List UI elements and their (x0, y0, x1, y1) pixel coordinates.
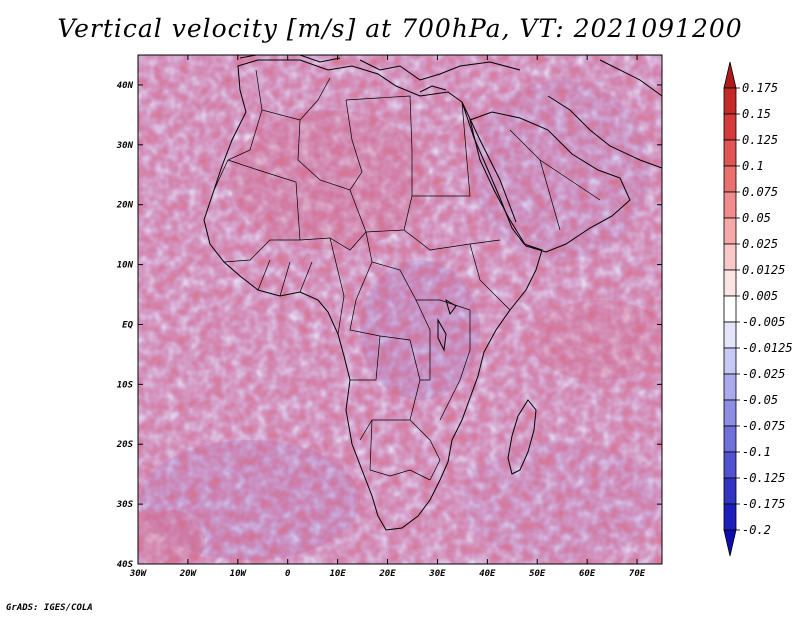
map-title: Vertical velocity [m/s] at 700hPa, VT: 2… (57, 14, 743, 43)
colorbar-label: 0.0125 (742, 263, 785, 277)
colorbar-label: 0.005 (742, 289, 778, 303)
colorbar-swatch (723, 425, 737, 453)
colorbar-swatch (723, 87, 737, 115)
lon-tick-label: 70E (629, 569, 646, 579)
lat-tick-label: 10S (117, 380, 134, 390)
colorbar-label: -0.175 (742, 497, 785, 511)
axis-ticks: 30W 20W 10W 0 10E 20E 30E 40E 50E 60E 70E 40N 30N 20N… (116, 55, 662, 579)
colorbar-swatch (723, 347, 737, 375)
lon-tick-label: 30E (428, 569, 446, 579)
colorbar-label: 0.125 (742, 133, 778, 147)
colorbar-label: 0.075 (742, 185, 778, 199)
lon-tick-label: 30W (129, 569, 148, 579)
colorbar-label: -0.05 (742, 393, 778, 407)
colorbar-label: -0.025 (742, 367, 785, 381)
colorbar-swatch (723, 217, 737, 245)
colorbar-swatch (723, 139, 737, 167)
lon-tick-label: 40E (479, 569, 496, 579)
colorbar-label: 0.15 (742, 107, 771, 121)
lon-tick-label: 60E (579, 569, 596, 579)
plot-frame (137, 54, 663, 565)
colorbar-label: -0.125 (742, 471, 785, 485)
lat-tick-label: 10N (117, 261, 134, 271)
africa-coastline (203, 59, 543, 531)
colorbar-swatch (723, 373, 737, 401)
colorbar-label: 0.025 (742, 237, 778, 251)
colorbar-swatch (723, 113, 737, 141)
grads-credit: GrADS: IGES/COLA (6, 603, 93, 613)
colorbar-label: -0.2 (742, 523, 771, 537)
lat-tick-label: EQ (122, 320, 133, 330)
madagascar-coastline (507, 399, 537, 475)
country-borders (213, 69, 601, 481)
colorbar-label: -0.0125 (742, 341, 793, 355)
colorbar-swatch (723, 321, 737, 349)
colorbar-swatch (723, 243, 737, 271)
lat-tick-label: 20S (116, 440, 134, 450)
colorbar-swatch (723, 503, 737, 531)
colorbar: 0.175 0.15 0.125 0.1 0.075 0.05 0.025 0.0125 0.0… (723, 61, 793, 557)
colorbar-label: -0.1 (742, 445, 771, 459)
lat-tick-label: 40S (117, 560, 134, 570)
colorbar-bottom-arrow (723, 529, 737, 557)
colorbar-swatch (723, 269, 737, 297)
colorbar-swatch (723, 165, 737, 193)
colorbar-top-arrow (723, 61, 737, 89)
lat-tick-label: 40N (117, 81, 134, 91)
colorbar-swatch (723, 191, 737, 219)
lon-tick-label: 10E (329, 569, 346, 579)
lat-tick-label: 20N (116, 201, 134, 211)
lon-tick-label: 50E (529, 569, 546, 579)
coastlines (203, 55, 662, 531)
lon-tick-label: 20W (179, 569, 198, 579)
colorbar-label: 0.1 (742, 159, 764, 173)
colorbar-label: 0.175 (742, 81, 778, 95)
colorbar-swatch (723, 477, 737, 505)
lat-tick-label: 30N (116, 141, 134, 151)
colorbar-swatch (723, 451, 737, 479)
velocity-field (138, 55, 662, 564)
lon-tick-label: 10W (230, 569, 248, 579)
colorbar-label: -0.075 (742, 419, 785, 433)
colorbar-swatch (723, 399, 737, 427)
lat-tick-label: 30S (116, 500, 134, 510)
lon-tick-label: 20E (378, 569, 396, 579)
colorbar-swatch (723, 295, 737, 323)
colorbar-label: -0.005 (742, 315, 785, 329)
colorbar-label: 0.05 (742, 211, 771, 225)
arabia-coastline (469, 111, 631, 253)
lon-tick-label: 0 (285, 569, 291, 579)
